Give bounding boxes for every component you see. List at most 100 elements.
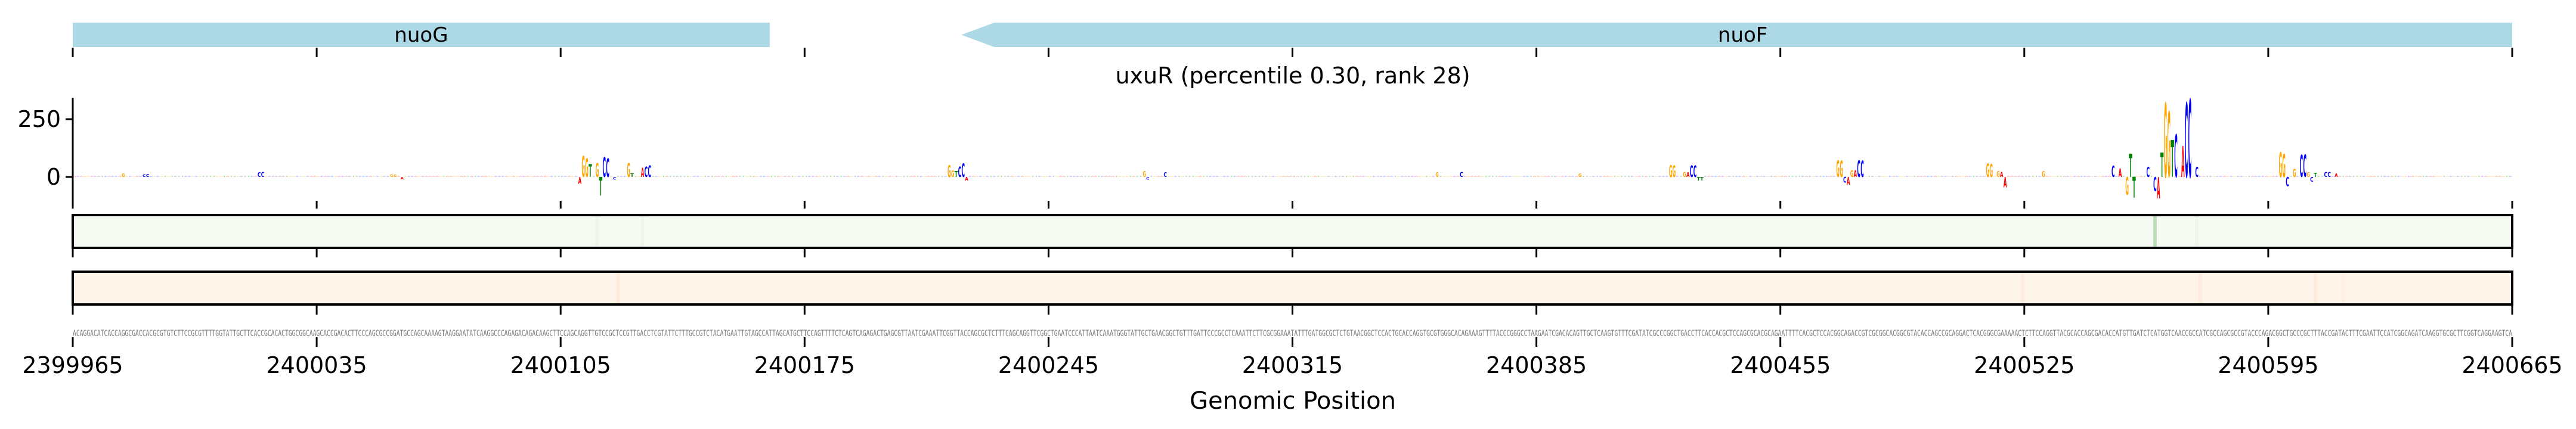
logo-letter-background: G [1558, 176, 1561, 178]
logo-letter-background: A [568, 176, 572, 178]
logo-letter-background: G [2446, 176, 2450, 178]
logo-letter-background: A [425, 176, 429, 178]
logo-letter-background: A [118, 176, 122, 178]
gene-nuoG-bar [73, 23, 770, 47]
logo-letter-background: C [1652, 176, 1655, 178]
logo-letter-A: A [2334, 173, 2338, 178]
logo-letter-background: G [1881, 176, 1885, 178]
logo-letter-C: C [2111, 162, 2115, 181]
logo-letter-A: A [2000, 171, 2004, 179]
logo-letter-background: T [1641, 176, 1645, 178]
logo-letter-background: A [470, 176, 474, 178]
logo-letter-background: C [268, 176, 271, 178]
logo-letter-G: G [1836, 156, 1840, 182]
logo-letter-background: G [1422, 176, 1425, 178]
logo-letter-background: G [700, 176, 704, 178]
logo-letter-background: C [1976, 176, 1979, 178]
logo-letter-C: C [2174, 123, 2178, 191]
logo-letter-background: T [937, 176, 941, 178]
logo-letter-background: A [97, 176, 101, 178]
logo-letter-background: C [1223, 176, 1227, 178]
logo-letter-background: T [1819, 176, 1822, 178]
logo-letter-background: C [422, 176, 425, 178]
x-tick-label: 2400665 [2462, 352, 2562, 378]
logo-letter-background: A [1286, 176, 1290, 178]
logo-letter-background: A [2265, 176, 2269, 178]
logo-letter-background: C [2255, 176, 2258, 178]
logo-letter-A: A [1847, 176, 1850, 188]
logo-letter-background: C [376, 176, 380, 178]
logo-letter-background: G [1962, 176, 1965, 178]
logo-letter-background: A [2045, 176, 2049, 178]
logo-letter-background: C [358, 176, 362, 178]
logo-letter-background: C [1739, 176, 1742, 178]
logo-letter-A: A [2157, 172, 2160, 206]
logo-letter-background: A [481, 176, 485, 178]
logo-letter-background: C [763, 176, 766, 178]
logo-letter-A: A [1686, 172, 1690, 179]
logo-letter-background: A [449, 176, 453, 178]
logo-letter-background: C [2331, 176, 2334, 178]
logo-letter-C: C [2286, 174, 2289, 189]
logo-letter-background: G [871, 176, 874, 178]
logo-letter-G: G [581, 151, 585, 185]
logo-letter-background: G [2049, 176, 2052, 178]
logo-letter-background: G [637, 176, 641, 178]
logo-letter-background: T [1439, 176, 1442, 178]
logo-letter-background: C [2209, 176, 2213, 178]
logo-letter-background: G [1429, 176, 1432, 178]
logo-letter-background: T [2289, 176, 2293, 178]
logo-letter-background: T [1178, 176, 1181, 178]
logo-letter-G: G [2042, 170, 2045, 179]
logo-letter-background: A [1059, 176, 1063, 178]
logo-letter-background: T [2478, 176, 2481, 178]
logo-letter-T: T [955, 170, 958, 179]
logo-letter-background: A [345, 176, 349, 178]
logo-letter-background: A [1160, 176, 1165, 178]
logo-letter-background: A [271, 176, 275, 178]
logo-letter-background: T [2380, 176, 2383, 178]
green-heatmap-track [72, 214, 2513, 249]
logo-letter-background: G [1055, 176, 1059, 178]
logo-letter-background: C [784, 176, 787, 178]
logo-letter-background: A [1108, 176, 1112, 178]
logo-letter-background: A [1784, 176, 1788, 178]
logo-letter-background: C [1383, 176, 1387, 178]
logo-letter-background: T [1495, 176, 1498, 178]
logo-letter-background: G [794, 176, 798, 178]
logo-letter-background: A [787, 176, 791, 178]
logo-letter-background: T [1303, 176, 1306, 178]
logo-letter-background: C [1174, 176, 1178, 178]
logo-letter-background: C [2467, 176, 2470, 178]
logo-letter-background: T [1191, 176, 1195, 178]
logo-letter-background: T [738, 176, 742, 178]
logo-letter-G: G [2168, 94, 2171, 199]
logo-letter-background: C [1505, 176, 1509, 178]
logo-letter-background: A [721, 176, 725, 178]
reference-sequence: ACAGGACATCACCAGGCGACCACGCGTGTCTTCCGCGTTT… [73, 329, 2512, 338]
logo-letter-background: C [386, 176, 390, 178]
logo-letter-background: T [996, 176, 1000, 178]
logo-letter-C: C [1693, 162, 1697, 181]
logo-letter-background: A [533, 176, 537, 178]
logo-letter-background: C [1968, 176, 1972, 178]
logo-letter-background: G [2453, 176, 2457, 178]
logo-letter-background: C [624, 176, 627, 178]
logo-letter-background: G [1446, 176, 1450, 178]
logo-letter-G: G [394, 175, 397, 178]
logo-letter-background: C [1408, 176, 1411, 178]
logo-letter-background: G [83, 176, 87, 178]
logo-letter-C: C [1460, 171, 1463, 179]
logo-letter-background: C [114, 176, 118, 178]
logo-letter-background: A [1498, 176, 1502, 178]
logo-letter-background: G [1369, 176, 1373, 178]
logo-letter-T: T [2314, 172, 2317, 178]
logo-letter-background: A [313, 176, 317, 178]
logo-letter-background: T [669, 176, 673, 178]
logo-letter-background: T [1425, 176, 1429, 178]
logo-letter-background: G [334, 176, 338, 178]
logo-letter-background: T [686, 176, 690, 178]
logo-letter-background: A [927, 176, 931, 178]
logo-letter-background: A [1773, 176, 1778, 178]
logo-letter-background: C [1888, 176, 1892, 178]
